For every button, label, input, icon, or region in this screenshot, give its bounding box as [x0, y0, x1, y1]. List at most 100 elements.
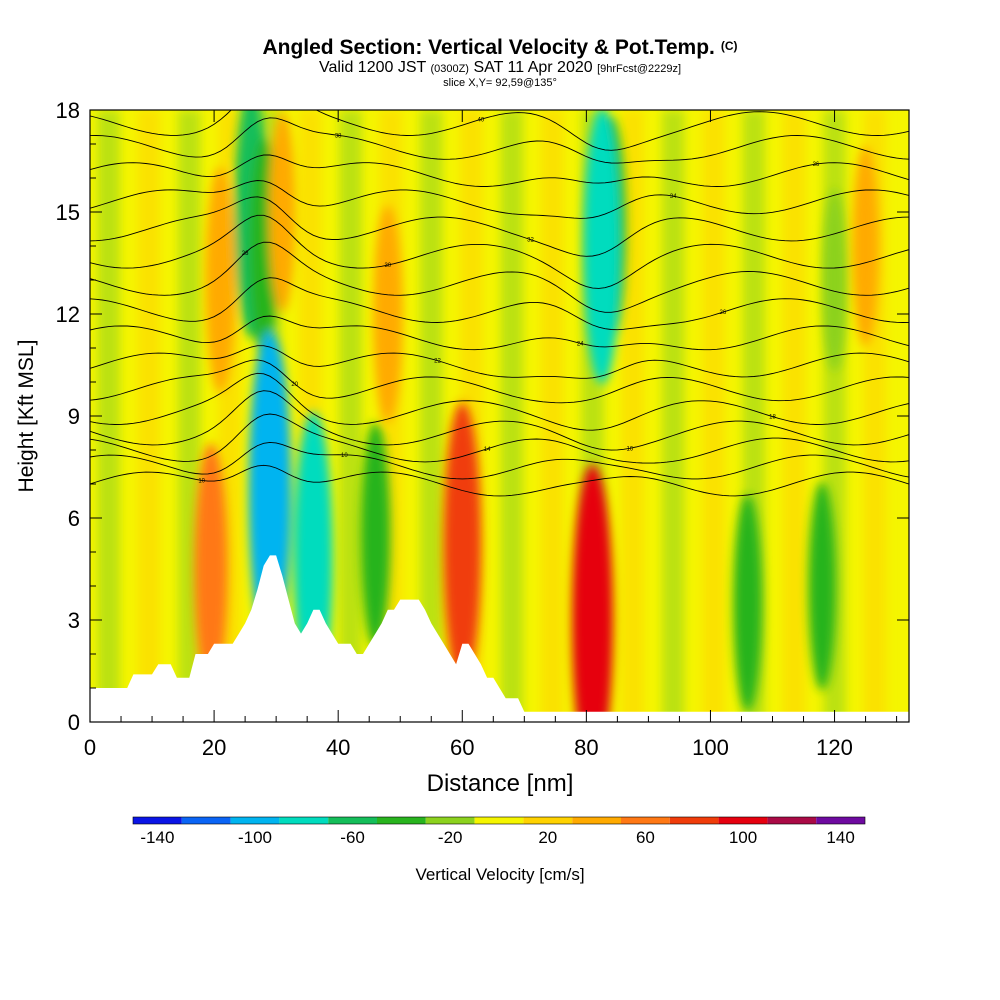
- x-axis-label: Distance [nm]: [427, 770, 574, 797]
- colorbar-swatch: [279, 817, 329, 824]
- forecast-info: [9hrFcst@2229z]: [597, 63, 682, 75]
- isentrope-label: 38: [335, 133, 342, 139]
- velocity-cell: [822, 188, 847, 372]
- y-axis-label: Height [Kft MSL]: [15, 340, 38, 493]
- isentrope-label: 16: [626, 446, 633, 452]
- colorbar-swatch: [181, 817, 231, 824]
- colorbar-swatch: [621, 817, 670, 824]
- isentrope-label: 14: [484, 447, 491, 453]
- colorbar-swatch: [767, 817, 817, 824]
- colorbar-frame: [132, 816, 866, 825]
- isentrope-line: [90, 345, 909, 379]
- velocity-band: [500, 110, 524, 722]
- colorbar-swatch: [474, 817, 524, 824]
- colorbar-tick-label: 140: [826, 828, 854, 847]
- colorbar-tick-label: -100: [238, 828, 272, 847]
- colorbar-tick-label: -60: [340, 828, 365, 847]
- velocity-band: [541, 110, 564, 722]
- isentrope-line: [90, 196, 909, 257]
- colorbar-tick-label: 100: [729, 828, 757, 847]
- valid-prefix: Valid 1200 JST: [318, 59, 426, 76]
- isentrope-label: 36: [813, 162, 820, 168]
- isentrope-label: 10: [198, 478, 205, 484]
- velocity-cell: [443, 402, 482, 688]
- isentrope-line: [90, 117, 909, 164]
- isentrope-line: [90, 277, 909, 331]
- colorbar-swatch: [425, 817, 475, 824]
- colorbar-tick-label: -20: [438, 828, 463, 847]
- isentrope-line: [90, 315, 909, 351]
- isentrope-line: [90, 110, 909, 151]
- isentrope-line: [90, 390, 909, 451]
- valid-utc: (0300Z): [430, 63, 469, 75]
- isentrope-line: [90, 359, 909, 404]
- colorbar-swatch: [816, 817, 865, 824]
- velocity-band: [339, 110, 362, 722]
- x-tick-label: 80: [574, 735, 598, 760]
- y-tick-label: 0: [68, 710, 80, 735]
- terrain-mask: [90, 555, 909, 722]
- x-tick-label: 20: [202, 735, 226, 760]
- isentrope-label: 18: [769, 415, 776, 421]
- y-tick-label: 3: [68, 608, 80, 633]
- velocity-band: [662, 110, 685, 722]
- isentrope-line: [90, 464, 909, 497]
- velocity-band: [137, 110, 161, 722]
- velocity-cell: [269, 111, 296, 313]
- velocity-cell: [360, 421, 391, 649]
- y-tick-label: 12: [56, 302, 80, 327]
- colorbar-swatch: [377, 817, 426, 824]
- velocity-field: 10 10 14 16 18 20 22 24 26 28 30 32 34 36 38 40: [90, 110, 909, 722]
- velocity-cell: [852, 145, 879, 347]
- isentrope-line: [90, 413, 909, 464]
- isentrope-label: 20: [291, 382, 298, 388]
- colorbar-label: Vertical Velocity [cm/s]: [415, 865, 584, 884]
- isentrope-label: 30: [384, 263, 391, 269]
- x-tick-label: 100: [692, 735, 729, 760]
- y-tick-label: 9: [68, 404, 80, 429]
- velocity-cell: [733, 494, 763, 712]
- isentrope-line: [90, 441, 909, 480]
- colorbar-tick-label: 20: [538, 828, 557, 847]
- colorbar-swatch: [523, 817, 573, 824]
- isentrope-line: [90, 180, 909, 219]
- isentrope-label: 28: [242, 251, 249, 257]
- velocity-cell: [808, 481, 836, 691]
- colorbar-swatch: [230, 817, 280, 824]
- velocity-band: [621, 110, 645, 722]
- velocity-cell: [583, 110, 621, 385]
- isentrope-line: [90, 154, 909, 187]
- isentrope-line: [90, 214, 909, 289]
- isentrope-label: 22: [434, 359, 441, 365]
- title-mark: (C): [720, 39, 738, 53]
- velocity-cell: [572, 464, 614, 722]
- chart-title-text: Angled Section: Vertical Velocity & Pot.…: [262, 36, 715, 59]
- velocity-band: [420, 110, 443, 722]
- velocity-band: [783, 110, 806, 722]
- colorbar-swatch: [133, 817, 182, 824]
- velocity-cell: [205, 166, 236, 394]
- y-tick-label: 15: [56, 200, 80, 225]
- colorbar-swatch: [718, 817, 768, 824]
- isentrope-line: [90, 372, 909, 431]
- colorbar-swatch: [328, 817, 377, 824]
- valid-date: SAT 11 Apr 2020: [473, 59, 593, 76]
- x-tick-label: 60: [450, 735, 474, 760]
- colorbar: -140 -100 -60 -20 20 60 100 140: [132, 816, 866, 847]
- colorbar-swatch: [572, 817, 621, 824]
- colorbar-swatch: [669, 817, 719, 824]
- isentrope-label: 32: [527, 238, 534, 244]
- isentrope-label: 40: [478, 117, 485, 123]
- velocity-cell: [194, 443, 228, 695]
- y-tick-label: 6: [68, 506, 80, 531]
- isentrope-label: 26: [720, 310, 727, 316]
- chart-title: Angled Section: Vertical Velocity & Pot.…: [0, 36, 1000, 60]
- isentrope-label: 24: [577, 341, 584, 347]
- x-tick-label: 120: [816, 735, 853, 760]
- isentrope-label: 34: [670, 194, 677, 200]
- velocity-band: [97, 110, 120, 722]
- y-tick-label: 18: [56, 98, 80, 123]
- isentrope-line: [90, 241, 909, 313]
- x-tick-label: 40: [326, 735, 350, 760]
